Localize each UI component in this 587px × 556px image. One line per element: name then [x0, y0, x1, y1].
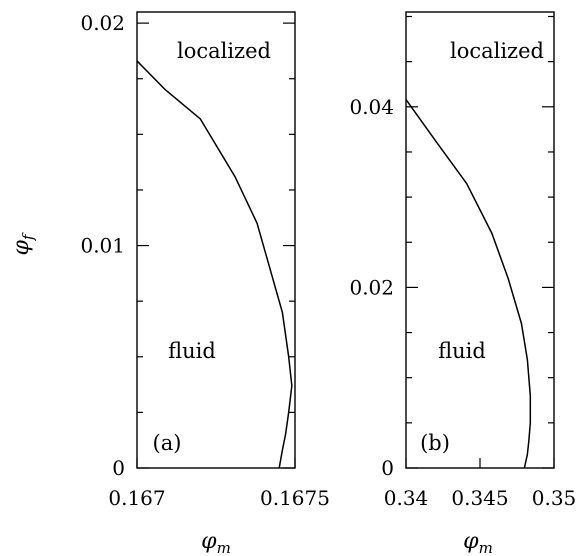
panel-b: 0 0.02 0.04 0.34 0.345 0.35 localized fluid (b) φ… [349, 11, 577, 556]
y-tick-label: 0.02 [80, 11, 125, 35]
region-label-fluid: fluid [168, 339, 216, 363]
boundary-curve [136, 60, 293, 469]
y-tick-label: 0 [381, 456, 394, 480]
y-tick-label: 0.01 [80, 234, 125, 258]
x-axis-label: φm [201, 529, 231, 556]
y-axis-label: φf [9, 232, 37, 255]
x-tick-label: 0.345 [451, 486, 508, 510]
x-tick-label: 0.35 [532, 486, 577, 510]
x-tick-label: 0.34 [384, 486, 429, 510]
panel-tag: (a) [153, 431, 182, 455]
region-label-fluid: fluid [438, 339, 486, 363]
panel-a: 0 0.01 0.02 0.167 0.1675 localized fluid (a) φm φ… [9, 11, 330, 556]
y-tick-label: 0 [112, 456, 125, 480]
region-label-localized: localized [450, 39, 544, 63]
x-axis-label: φm [463, 529, 493, 556]
plot-frame [136, 11, 296, 469]
region-label-localized: localized [177, 39, 271, 63]
panel-tag: (b) [420, 431, 450, 455]
y-tick-label: 0.04 [349, 95, 394, 119]
x-tick-label: 0.167 [108, 486, 165, 510]
plot-frame [405, 11, 555, 469]
y-tick-label: 0.02 [349, 275, 394, 299]
x-tick-label: 0.1675 [260, 486, 330, 510]
boundary-curve [405, 99, 532, 469]
